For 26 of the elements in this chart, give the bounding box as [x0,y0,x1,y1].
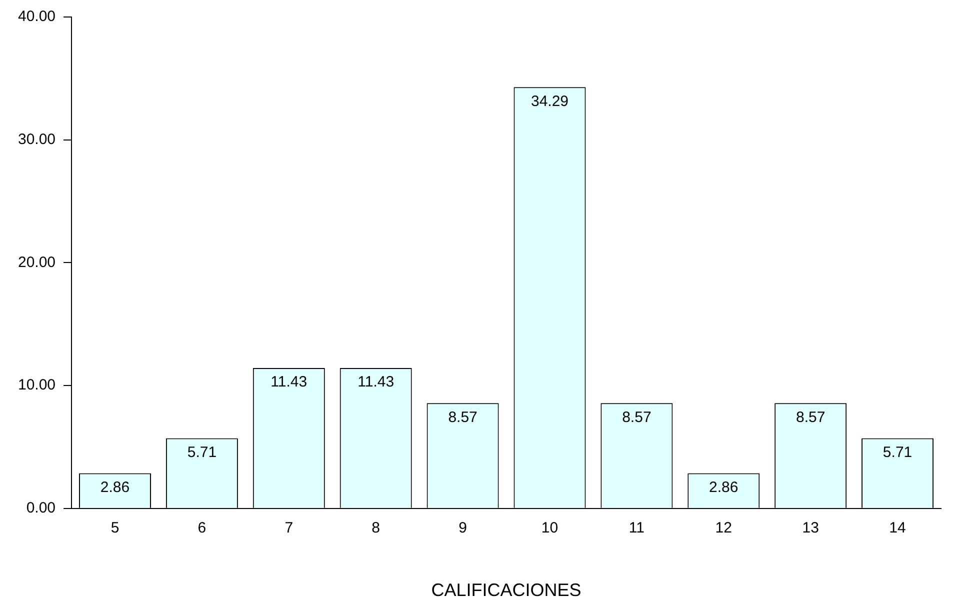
x-tick-label: 14 [889,520,906,537]
data-label: 5.71 [882,444,912,461]
data-label: 8.57 [448,408,478,426]
x-tick-label: 12 [715,520,732,537]
y-tick-label: 0.00 [26,500,56,517]
x-tick-label: 10 [541,520,558,537]
data-label: 8.57 [622,408,652,426]
data-label: 8.57 [796,408,826,426]
x-tick-label: 5 [110,520,120,537]
x-tick-label: 6 [198,520,206,537]
x-tick-label: 9 [458,520,467,537]
data-label: 11.43 [358,374,394,391]
x-tick-label: 8 [372,520,380,537]
data-label: 34.29 [530,92,569,110]
y-tick-label: 30.00 [18,130,56,148]
y-tick-label: 10.00 [18,376,56,394]
y-tick-label: 20.00 [18,254,56,271]
x-tick-label: 11 [628,520,644,537]
data-label: 11.43 [270,374,308,391]
x-axis-title: CALIFICACIONES [431,580,582,600]
data-label: 2.86 [709,478,738,496]
data-label: 5.71 [187,444,217,461]
data-label: 2.86 [100,478,130,496]
x-tick-label: 13 [802,520,819,537]
x-tick-label: 7 [284,520,294,537]
y-tick-label: 40.00 [18,8,56,26]
